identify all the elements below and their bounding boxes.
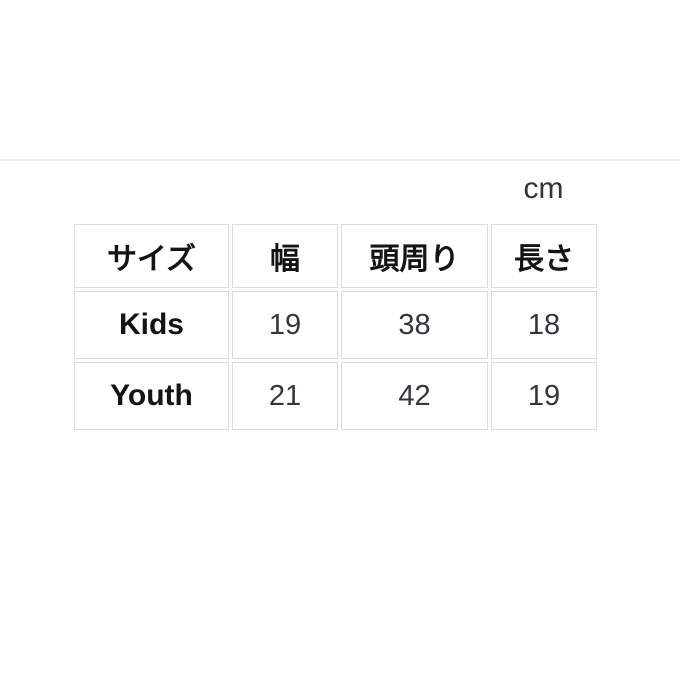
table-row-youth: Youth 21 42 19 (74, 362, 597, 430)
table-cell-kids-width: 19 (232, 291, 338, 359)
header-cell-size: サイズ (74, 224, 229, 288)
table-cell-kids-length: 18 (491, 291, 597, 359)
table-header-row: サイズ 幅 頭周り 長さ (74, 224, 597, 288)
row-label-kids: Kids (74, 291, 229, 359)
header-cell-head-circumference: 頭周り (341, 224, 488, 288)
header-cell-length: 長さ (491, 224, 597, 288)
table-cell-kids-head-circumference: 38 (341, 291, 488, 359)
table-row-kids: Kids 19 38 18 (74, 291, 597, 359)
table-cell-youth-head-circumference: 42 (341, 362, 488, 430)
size-table: サイズ 幅 頭周り 長さ Kids 19 38 18 Youth 21 42 1… (71, 221, 600, 433)
header-cell-width: 幅 (232, 224, 338, 288)
row-label-youth: Youth (74, 362, 229, 430)
table-cell-youth-length: 19 (491, 362, 597, 430)
unit-label: cm (523, 172, 564, 205)
table-cell-youth-width: 21 (232, 362, 338, 430)
divider-line (0, 159, 680, 161)
